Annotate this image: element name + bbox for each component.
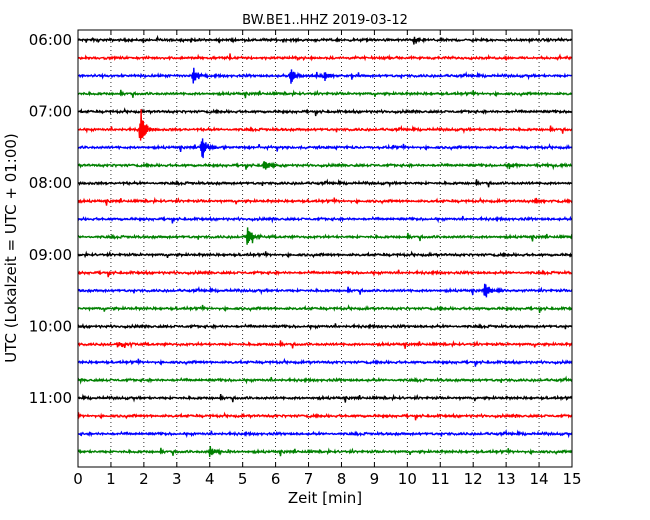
x-tick-label: 6 (271, 470, 281, 488)
trace-1000 (77, 322, 573, 331)
trace-0630 (77, 67, 573, 84)
trace-0715 (77, 109, 573, 141)
trace-1030 (77, 357, 573, 367)
y-axis-ticks: 06:00 07:00 08:00 09:00 10:00 11:00 (29, 31, 572, 407)
x-tick-label: 14 (530, 470, 549, 488)
x-tick-label: 2 (139, 470, 149, 488)
grid-lines (110, 30, 540, 467)
y-axis-label: UTC (Lokalzeit = UTC + 01:00) (2, 133, 20, 363)
y-tick-label: 11:00 (29, 389, 72, 407)
x-tick-label: 5 (238, 470, 248, 488)
x-tick-label: 3 (172, 470, 182, 488)
x-tick-label: 13 (497, 470, 516, 488)
x-tick-label: 0 (73, 470, 83, 488)
x-tick-label: 12 (464, 470, 483, 488)
trace-0645 (77, 89, 573, 99)
trace-0730 (77, 138, 573, 159)
x-tick-label: 8 (337, 470, 347, 488)
trace-0845 (77, 227, 573, 245)
plot-border (77, 29, 573, 468)
seismic-traces (77, 34, 573, 458)
trace-0615 (78, 53, 573, 62)
trace-1100 (77, 393, 573, 403)
chart-title: BW.BE1..HHZ 2019-03-12 (242, 13, 408, 28)
trace-1145 (77, 446, 573, 458)
x-tick-label: 9 (370, 470, 380, 488)
y-tick-label: 06:00 (29, 31, 72, 49)
y-tick-label: 10:00 (29, 317, 72, 335)
trace-1045 (77, 375, 573, 385)
trace-0815 (77, 196, 573, 206)
x-tick-label: 11 (431, 470, 450, 488)
trace-0830 (77, 215, 573, 224)
x-tick-label: 15 (562, 470, 581, 488)
x-tick-label: 1 (106, 470, 116, 488)
trace-1130 (77, 429, 573, 439)
x-tick-label: 7 (304, 470, 314, 488)
trace-0930 (77, 283, 573, 298)
y-tick-label: 09:00 (29, 246, 72, 264)
y-tick-label: 08:00 (29, 174, 72, 192)
trace-1115 (77, 411, 573, 421)
x-tick-label: 4 (205, 470, 215, 488)
trace-0600 (77, 34, 573, 45)
trace-0800 (78, 178, 573, 188)
trace-0900 (77, 250, 573, 259)
plot-frame (77, 29, 573, 468)
trace-1015 (77, 339, 573, 349)
x-axis-label: Zeit [min] (288, 489, 362, 507)
trace-0700 (77, 107, 573, 117)
trace-0915 (77, 269, 572, 278)
x-axis-ticks: 0 1 2 3 4 5 6 7 8 9 10 11 12 13 14 15 (73, 30, 582, 488)
y-tick-label: 07:00 (29, 103, 72, 121)
x-tick-label: 10 (398, 470, 417, 488)
trace-0745 (77, 161, 573, 171)
trace-0945 (77, 304, 573, 314)
